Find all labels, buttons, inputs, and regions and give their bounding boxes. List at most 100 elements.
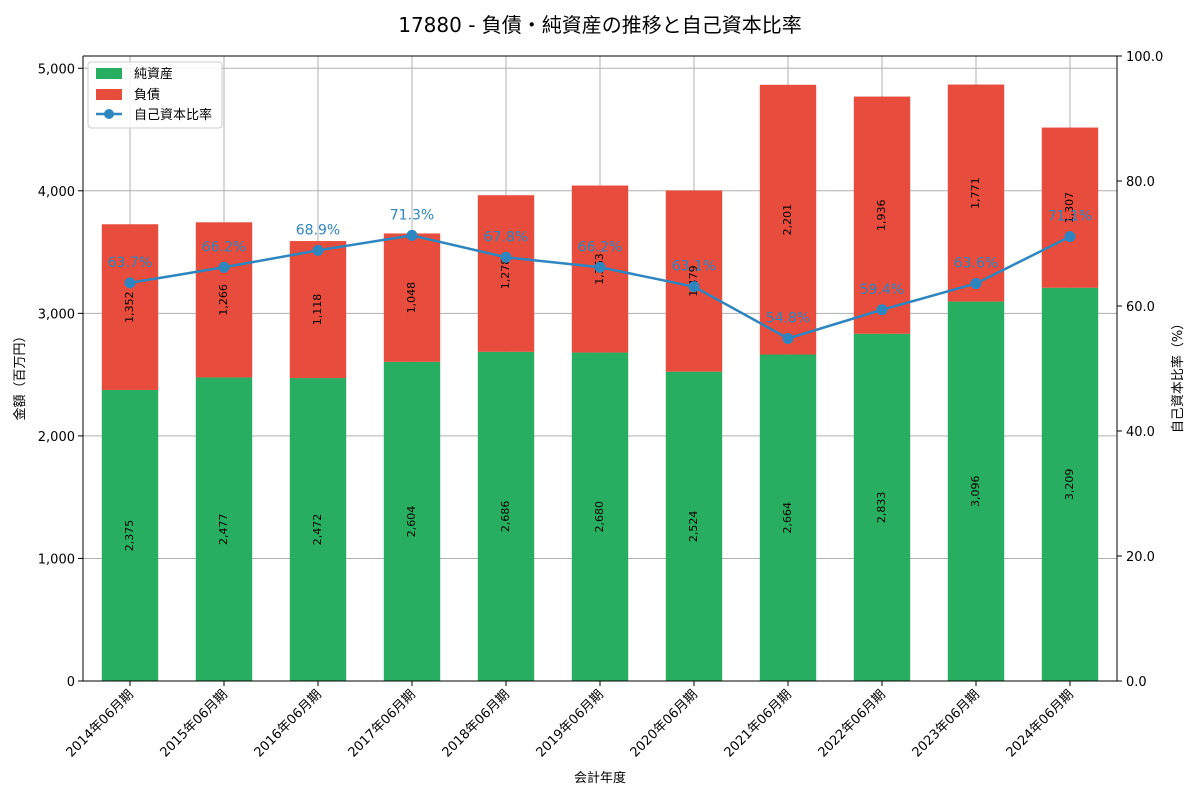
bar-liabilities xyxy=(1041,127,1099,288)
bar-net-assets xyxy=(571,352,629,681)
x-tick-label: 2015年06月期 xyxy=(158,687,231,760)
equity-ratio-label: 71.3% xyxy=(390,207,434,223)
x-tick-label: 2016年06月期 xyxy=(252,687,325,760)
bar-net-assets xyxy=(759,354,817,681)
bar-liabilities xyxy=(477,195,535,352)
equity-ratio-label: 63.1% xyxy=(672,259,716,275)
equity-ratio-point xyxy=(218,261,230,273)
equity-ratio-point xyxy=(312,244,324,256)
equity-ratio-point xyxy=(782,333,794,344)
bar-label-net-assets: 2,664 xyxy=(781,502,794,534)
bar-liabilities xyxy=(383,233,441,362)
bar-label-liabilities: 1,352 xyxy=(123,291,136,323)
bar-label-net-assets: 2,375 xyxy=(123,520,136,552)
bar-label-liabilities: 1,936 xyxy=(875,199,888,231)
bar-liabilities xyxy=(759,84,817,355)
bar-liabilities xyxy=(665,190,723,372)
bar-net-assets xyxy=(477,351,535,681)
legend-label-equity-ratio: 自己資本比率 xyxy=(134,107,212,123)
x-tick-label: 2017年06月期 xyxy=(346,687,419,760)
bar-label-liabilities: 1,048 xyxy=(405,282,418,314)
y-tick-label: 4,000 xyxy=(38,185,75,200)
legend: 純資産 負債 自己資本比率 xyxy=(87,61,223,129)
x-tick-label: 2014年06月期 xyxy=(64,687,137,760)
x-tick-label: 2023年06月期 xyxy=(910,687,983,760)
y2-tick-label: 20.0 xyxy=(1126,550,1155,565)
y2-tick-label: 60.0 xyxy=(1126,300,1155,315)
bar-net-assets xyxy=(289,378,347,681)
y-tick-label: 0 xyxy=(67,675,75,690)
bar-label-net-assets: 3,209 xyxy=(1063,469,1076,501)
x-tick-label: 2020年06月期 xyxy=(628,687,701,760)
bar-label-liabilities: 1,266 xyxy=(217,284,230,316)
bar-net-assets xyxy=(1041,287,1099,681)
y-tick-label: 1,000 xyxy=(38,552,75,567)
bar-label-net-assets: 3,096 xyxy=(969,476,982,508)
bar-label-net-assets: 2,604 xyxy=(405,506,418,538)
equity-ratio-label: 68.9% xyxy=(296,222,340,238)
y-tick-label: 2,000 xyxy=(38,430,75,445)
bar-label-net-assets: 2,477 xyxy=(217,513,230,545)
bar-label-liabilities: 2,201 xyxy=(781,204,794,236)
legend-swatch-liabilities xyxy=(96,89,122,100)
bar-liabilities xyxy=(101,224,159,390)
y2-tick-label: 100.0 xyxy=(1126,50,1163,65)
equity-ratio-label: 66.2% xyxy=(578,239,622,255)
equity-ratio-point xyxy=(970,278,982,289)
bar-net-assets xyxy=(665,371,723,681)
bar-net-assets xyxy=(383,361,441,681)
x-tick-label: 2021年06月期 xyxy=(722,687,795,760)
chart-title: 17880 - 負債・純資産の推移と自己資本比率 xyxy=(398,13,802,37)
bar-label-net-assets: 2,833 xyxy=(875,492,888,524)
bar-label-net-assets: 2,680 xyxy=(593,501,606,533)
bar-liabilities xyxy=(947,84,1005,302)
y-tick-label: 5,000 xyxy=(38,62,75,77)
bar-net-assets xyxy=(947,301,1005,681)
bar-net-assets xyxy=(101,389,159,681)
equity-ratio-point xyxy=(876,304,888,316)
equity-ratio-label: 66.2% xyxy=(202,239,246,255)
bar-label-liabilities: 1,278 xyxy=(499,258,512,290)
y2-axis-title: 自己資本比率（%） xyxy=(1170,317,1186,433)
bar-net-assets xyxy=(195,377,253,681)
x-tick-label: 2019年06月期 xyxy=(534,687,607,760)
bar-label-liabilities: 1,307 xyxy=(1063,192,1076,224)
legend-label-liabilities: 負債 xyxy=(134,88,160,103)
y2-tick-label: 40.0 xyxy=(1126,425,1155,440)
equity-ratio-label: 63.6% xyxy=(954,256,998,272)
bar-label-liabilities: 1,771 xyxy=(969,177,982,209)
bar-label-net-assets: 2,472 xyxy=(311,514,324,546)
y-tick-label: 3,000 xyxy=(38,307,75,322)
x-tick-label: 2024年06月期 xyxy=(1004,687,1077,760)
bar-label-net-assets: 2,686 xyxy=(499,501,512,533)
equity-ratio-label: 59.4% xyxy=(860,282,904,298)
equity-ratio-label: 54.8% xyxy=(766,311,810,327)
equity-ratio-point xyxy=(124,277,136,289)
bar-liabilities xyxy=(853,96,911,334)
bar-label-liabilities: 1,118 xyxy=(311,294,324,326)
equity-ratio-point xyxy=(594,261,606,273)
bar-label-net-assets: 2,524 xyxy=(687,511,700,543)
y2-tick-label: 0.0 xyxy=(1126,675,1147,690)
equity-ratio-label: 67.8% xyxy=(484,229,528,245)
bar-net-assets xyxy=(853,333,911,681)
bars-layer: 2,375 1,352 2,477 1,266 2,472 1,118 2,604 1,048… xyxy=(101,84,1099,681)
legend-swatch-net-assets xyxy=(96,68,122,79)
equity-ratio-point xyxy=(688,281,700,293)
legend-marker-equity-ratio xyxy=(104,109,114,119)
y-axis-title: 金額（百万円） xyxy=(12,329,28,420)
equity-ratio-label: 71.1% xyxy=(1048,209,1092,225)
equity-ratio-point xyxy=(1064,231,1076,243)
legend-label-net-assets: 純資産 xyxy=(134,66,173,82)
x-axis-title: 会計年度 xyxy=(574,770,626,786)
equity-ratio-point xyxy=(500,251,512,263)
y2-tick-label: 80.0 xyxy=(1126,175,1155,190)
ratio-line-layer: 63.7% 66.2% 68.9% 71.3% 67.8% 66.2% 63.1% 54.8%… xyxy=(108,207,1092,344)
bar-liabilities xyxy=(289,241,347,379)
equity-ratio-label: 63.7% xyxy=(108,255,152,271)
x-tick-label: 2018年06月期 xyxy=(440,687,513,760)
equity-ratio-point xyxy=(406,229,418,241)
x-tick-label: 2022年06月期 xyxy=(816,687,889,760)
